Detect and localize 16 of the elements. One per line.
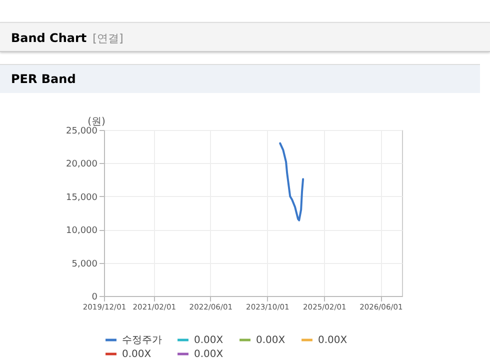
y-tick-label: 20,000 (66, 160, 98, 170)
chart-title: Band Chart [연결] (0, 22, 490, 52)
line-series (279, 142, 304, 222)
legend-label: 0.00X (122, 349, 152, 360)
legend-label: 수정주가 (122, 335, 162, 346)
y-tick-label: 0 (92, 292, 98, 302)
y-axis-title: (원) (88, 116, 106, 128)
y-tick-label: 5,000 (72, 259, 98, 270)
legend-label: 0.00X (194, 349, 224, 360)
y-tick-label: 15,000 (66, 192, 98, 203)
y-tick-label: 25,000 (66, 126, 98, 136)
legend-label: 0.00X (256, 335, 286, 346)
legend-label: 0.00X (194, 335, 224, 346)
chart-subtitle: PER Band (0, 64, 480, 93)
legend-label: 0.00X (318, 335, 348, 346)
y-tick-label: 10,000 (66, 226, 98, 236)
